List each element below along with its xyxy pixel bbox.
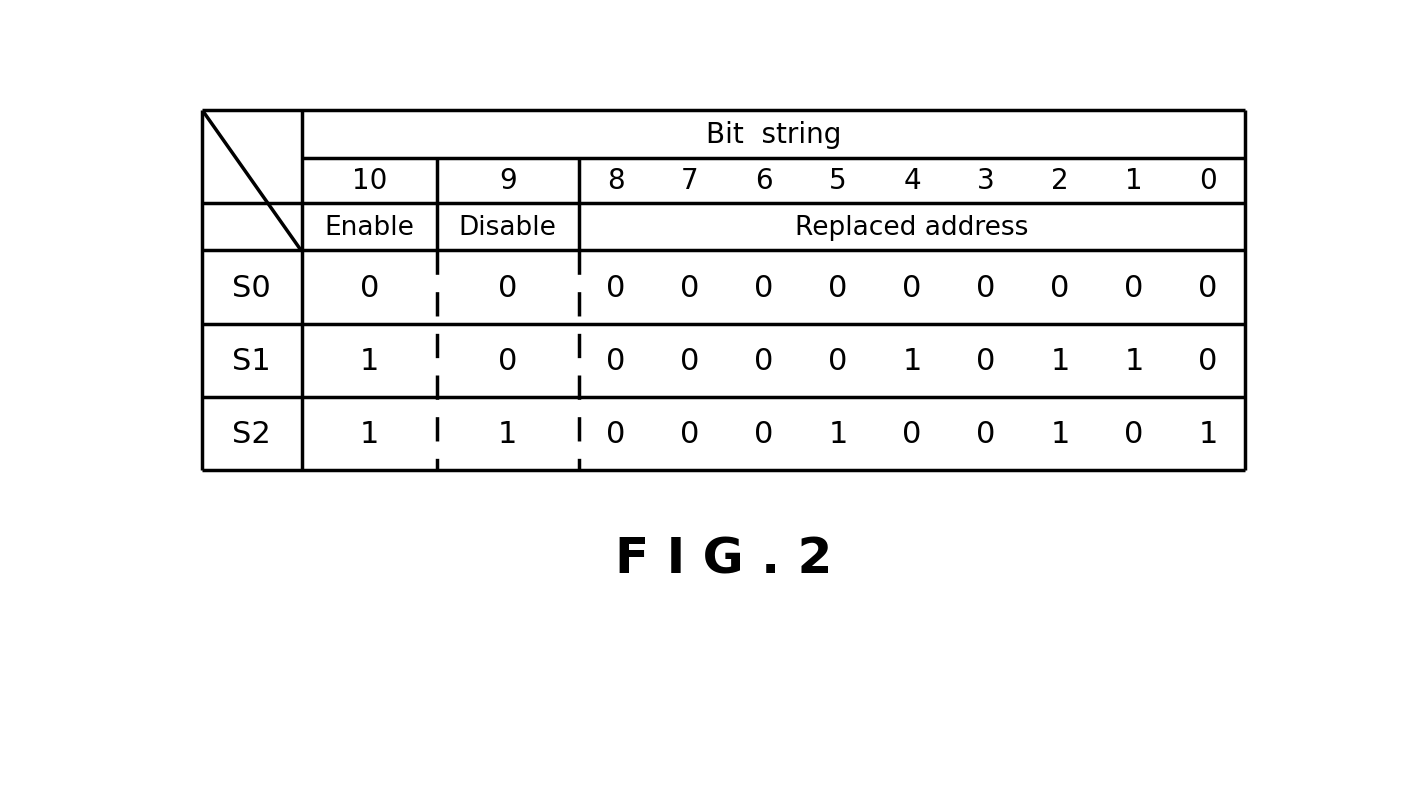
- Text: 0: 0: [680, 346, 699, 375]
- Text: 1: 1: [359, 346, 379, 375]
- Text: S1: S1: [232, 346, 271, 375]
- Text: 0: 0: [755, 419, 774, 448]
- Text: 0: 0: [828, 273, 848, 303]
- Text: S2: S2: [232, 419, 271, 448]
- Text: 0: 0: [903, 419, 921, 448]
- Text: Bit  string: Bit string: [705, 121, 841, 149]
- Text: 8: 8: [608, 167, 625, 195]
- Text: 4: 4: [903, 167, 921, 195]
- Text: 0: 0: [1125, 419, 1143, 448]
- Text: 0: 0: [680, 419, 699, 448]
- Text: 10: 10: [352, 167, 387, 195]
- Text: 0: 0: [1200, 167, 1217, 195]
- Text: 0: 0: [903, 273, 921, 303]
- Text: 1: 1: [903, 346, 921, 375]
- Text: 6: 6: [755, 167, 773, 195]
- Text: 0: 0: [755, 273, 774, 303]
- Text: 3: 3: [978, 167, 995, 195]
- Text: 0: 0: [359, 273, 379, 303]
- Text: Disable: Disable: [459, 214, 557, 240]
- Text: 0: 0: [828, 346, 848, 375]
- Text: 0: 0: [1050, 273, 1070, 303]
- Text: 0: 0: [499, 273, 517, 303]
- Text: 0: 0: [976, 273, 996, 303]
- Text: 0: 0: [606, 346, 626, 375]
- Text: 1: 1: [359, 419, 379, 448]
- Text: 0: 0: [1198, 273, 1218, 303]
- Text: 0: 0: [606, 273, 626, 303]
- Text: Replaced address: Replaced address: [796, 214, 1029, 240]
- Text: 0: 0: [499, 346, 517, 375]
- Text: 1: 1: [1198, 419, 1218, 448]
- Text: 0: 0: [976, 346, 996, 375]
- Text: 1: 1: [1050, 346, 1070, 375]
- Text: 9: 9: [499, 167, 517, 195]
- Text: 7: 7: [681, 167, 699, 195]
- Text: F I G . 2: F I G . 2: [615, 534, 832, 583]
- Text: 0: 0: [1198, 346, 1218, 375]
- Text: 0: 0: [755, 346, 774, 375]
- Text: 0: 0: [976, 419, 996, 448]
- Text: 2: 2: [1051, 167, 1068, 195]
- Text: S0: S0: [232, 273, 271, 303]
- Text: 1: 1: [499, 419, 517, 448]
- Text: 1: 1: [828, 419, 848, 448]
- Text: 1: 1: [1125, 167, 1143, 195]
- Text: 0: 0: [1125, 273, 1143, 303]
- Text: 1: 1: [1050, 419, 1070, 448]
- Text: 1: 1: [1125, 346, 1143, 375]
- Text: Enable: Enable: [324, 214, 414, 240]
- Text: 5: 5: [829, 167, 846, 195]
- Text: 0: 0: [606, 419, 626, 448]
- Text: 0: 0: [680, 273, 699, 303]
